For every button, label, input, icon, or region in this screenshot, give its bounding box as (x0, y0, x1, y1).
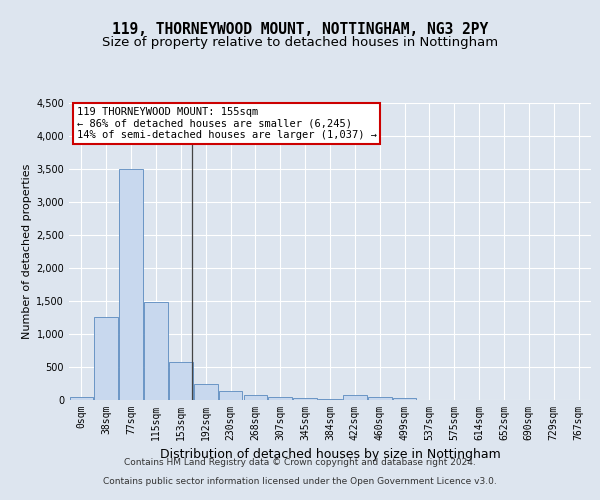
Bar (119, 168, 143, 400)
Text: Size of property relative to detached houses in Nottingham: Size of property relative to detached ho… (102, 36, 498, 49)
Bar (368, 396, 392, 400)
Text: Contains public sector information licensed under the Open Government Licence v3: Contains public sector information licen… (103, 476, 497, 486)
Text: Contains HM Land Registry data © Crown copyright and database right 2024.: Contains HM Land Registry data © Crown c… (124, 458, 476, 467)
X-axis label: Distribution of detached houses by size in Nottingham: Distribution of detached houses by size … (160, 448, 500, 462)
Bar (268, 396, 292, 400)
Bar (70, 396, 93, 400)
Text: 119 THORNEYWOOD MOUNT: 155sqm
← 86% of detached houses are smaller (6,245)
14% o: 119 THORNEYWOOD MOUNT: 155sqm ← 86% of d… (77, 107, 377, 140)
Bar (244, 394, 267, 400)
Bar (393, 398, 416, 400)
Bar (169, 362, 193, 400)
Y-axis label: Number of detached properties: Number of detached properties (22, 164, 32, 339)
Bar (219, 392, 242, 400)
Bar (318, 398, 342, 400)
Bar (94, 318, 118, 400)
Bar (194, 384, 218, 400)
Bar (144, 302, 168, 400)
Text: 119, THORNEYWOOD MOUNT, NOTTINGHAM, NG3 2PY: 119, THORNEYWOOD MOUNT, NOTTINGHAM, NG3 … (112, 22, 488, 38)
Bar (293, 398, 317, 400)
Bar (343, 396, 367, 400)
